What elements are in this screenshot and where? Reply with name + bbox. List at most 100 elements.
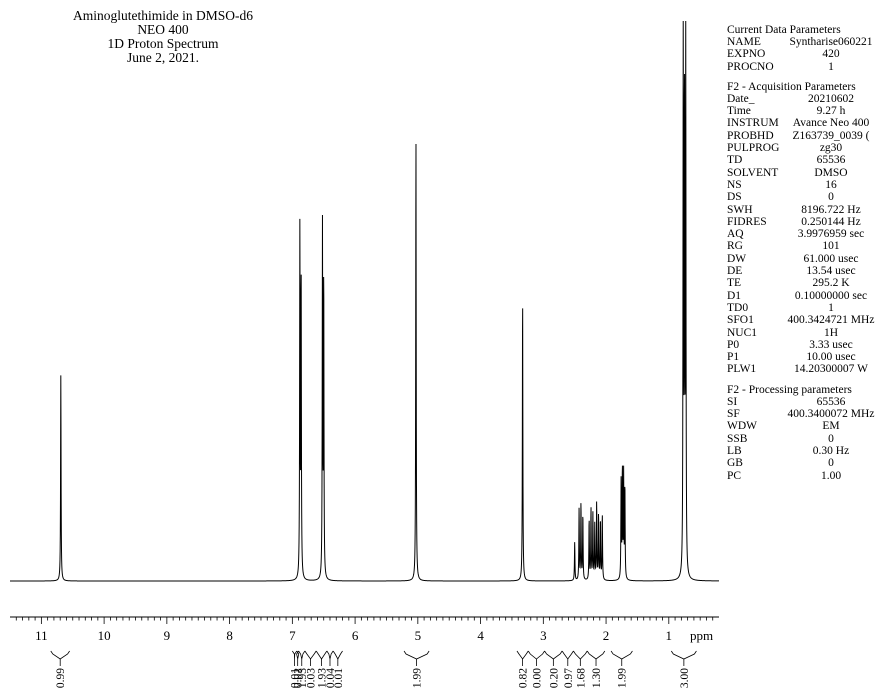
parameter-name: EXPNO — [727, 48, 766, 61]
parameter-row: DW 61.000 usec — [727, 253, 886, 265]
parameter-name: NAME — [727, 36, 761, 48]
parameter-value: 3.33 usec — [809, 338, 853, 351]
parameter-name: PROCNO — [727, 60, 774, 73]
parameter-value: 16 — [825, 178, 837, 191]
parameter-name: AQ — [727, 228, 744, 241]
x-tick-label: 4 — [477, 628, 484, 643]
parameter-value: 65536 — [816, 154, 846, 167]
parameter-row: NAME Syntharise060221 — [727, 36, 886, 48]
parameter-value: 61.000 usec — [803, 252, 859, 265]
parameter-name: SOLVENT — [727, 166, 779, 179]
parameter-row: EXPNO 420 — [727, 48, 886, 60]
parameter-row: PROBHD Z163739_0039 ( — [727, 130, 886, 142]
title-line-instrument: NEO 400 — [137, 22, 189, 37]
parameter-row: Time 9.27 h — [727, 105, 886, 117]
x-tick-label: 8 — [226, 628, 233, 643]
integral-bracket — [292, 650, 298, 660]
parameter-row: PULPROG zg30 — [727, 142, 886, 154]
parameter-value: 0 — [828, 191, 834, 204]
parameter-value: 0.250144 Hz — [801, 215, 861, 228]
parameter-section-header: F2 - Acquisition Parameters — [727, 80, 856, 93]
x-tick-label: 5 — [415, 628, 422, 643]
parameter-row: SF 400.3400072 MHz — [727, 408, 886, 420]
title-line-experiment: 1D Proton Spectrum — [107, 36, 219, 51]
parameter-name: TD — [727, 154, 743, 167]
parameter-row: PROCNO 1 — [727, 61, 886, 73]
parameter-row: PC 1.00 — [727, 470, 886, 482]
parameter-row: SWH 8196.722 Hz — [727, 204, 886, 216]
parameter-value: 0 — [828, 432, 834, 445]
integral-bracket — [304, 650, 317, 660]
parameter-value: 420 — [822, 48, 840, 61]
parameter-row: P0 3.33 usec — [727, 339, 886, 351]
integral-value: 0.01 — [333, 668, 345, 688]
parameter-row: TE 295.2 K — [727, 277, 886, 289]
parameter-value: zg30 — [819, 142, 843, 155]
parameter-value: 0 — [828, 457, 834, 470]
integral-bracket — [332, 650, 343, 660]
x-tick-label: 11 — [35, 628, 48, 643]
parameter-value: 1 — [828, 301, 834, 314]
x-tick-label: 7 — [289, 628, 296, 643]
parameter-value: 3.9976959 sec — [797, 228, 865, 241]
integral-bracket — [298, 650, 306, 660]
integral-value: 3.00 — [679, 668, 691, 688]
integral-value: 0.20 — [548, 668, 560, 688]
parameter-section: F2 - Acquisition Parameters Date_ 20210602… — [727, 81, 886, 376]
integral-value: 0.02 — [293, 668, 305, 688]
parameter-value: 1 — [828, 60, 834, 73]
x-tick-label: 3 — [540, 628, 547, 643]
parameter-name: GB — [727, 457, 743, 470]
parameter-name: NS — [727, 178, 742, 191]
parameter-panel: Current Data Parameters NAME Syntharise060… — [727, 24, 886, 482]
parameter-name: SI — [727, 395, 738, 408]
parameter-value: 20210602 — [808, 92, 854, 105]
parameter-name: RG — [727, 240, 743, 253]
integral-bracket — [670, 650, 697, 660]
parameter-row: GB 0 — [727, 457, 886, 469]
integral-bracket — [561, 650, 574, 660]
parameter-row: DS 0 — [727, 191, 886, 203]
parameter-name: DS — [727, 191, 742, 204]
parameter-name: WDW — [727, 420, 758, 433]
parameter-name: DE — [727, 265, 743, 278]
parameter-name: LB — [727, 444, 742, 457]
parameter-value: 1H — [823, 326, 839, 339]
parameter-row: AQ 3.9976959 sec — [727, 228, 886, 240]
x-axis-label: ppm — [690, 628, 713, 643]
parameter-name: P0 — [727, 338, 740, 351]
integral-bracket — [586, 650, 606, 660]
parameter-value: 101 — [822, 240, 840, 253]
parameter-name: Time — [727, 105, 751, 118]
integral-value: 0.00 — [531, 668, 543, 688]
parameter-section-header: Current Data Parameters — [727, 24, 841, 36]
integral-value: 1.30 — [591, 668, 603, 688]
parameter-name: PULPROG — [727, 142, 780, 155]
integral-value: 0.82 — [518, 668, 530, 688]
parameter-value: 0.30 Hz — [812, 444, 850, 457]
parameter-name: SFO1 — [727, 314, 754, 327]
integral-value: 0.04 — [325, 668, 337, 688]
x-tick-label: 6 — [352, 628, 359, 643]
integral-value: 0.99 — [55, 668, 67, 688]
integral-bracket — [403, 650, 430, 660]
parameter-name: DW — [727, 252, 747, 265]
integral-bracket — [573, 650, 588, 660]
parameter-row: NS 16 — [727, 179, 886, 191]
parameter-value: 0.10000000 sec — [794, 289, 868, 302]
parameter-name: INSTRUM — [727, 117, 779, 130]
parameter-value: 65536 — [816, 395, 846, 408]
integral-bracket — [296, 650, 300, 660]
integral-bracket — [610, 650, 633, 660]
parameter-row: DE 13.54 usec — [727, 265, 886, 277]
parameter-value: EM — [822, 420, 840, 433]
parameter-name: NUC1 — [727, 326, 758, 339]
parameter-row: NUC1 1H — [727, 327, 886, 339]
parameter-value: 8196.722 Hz — [801, 203, 861, 216]
parameter-section-header: F2 - Processing parameters — [727, 383, 852, 396]
parameter-value: DMSO — [814, 166, 848, 179]
integral-value: 1.93 — [317, 668, 329, 688]
integral-value: 0.97 — [563, 668, 575, 688]
